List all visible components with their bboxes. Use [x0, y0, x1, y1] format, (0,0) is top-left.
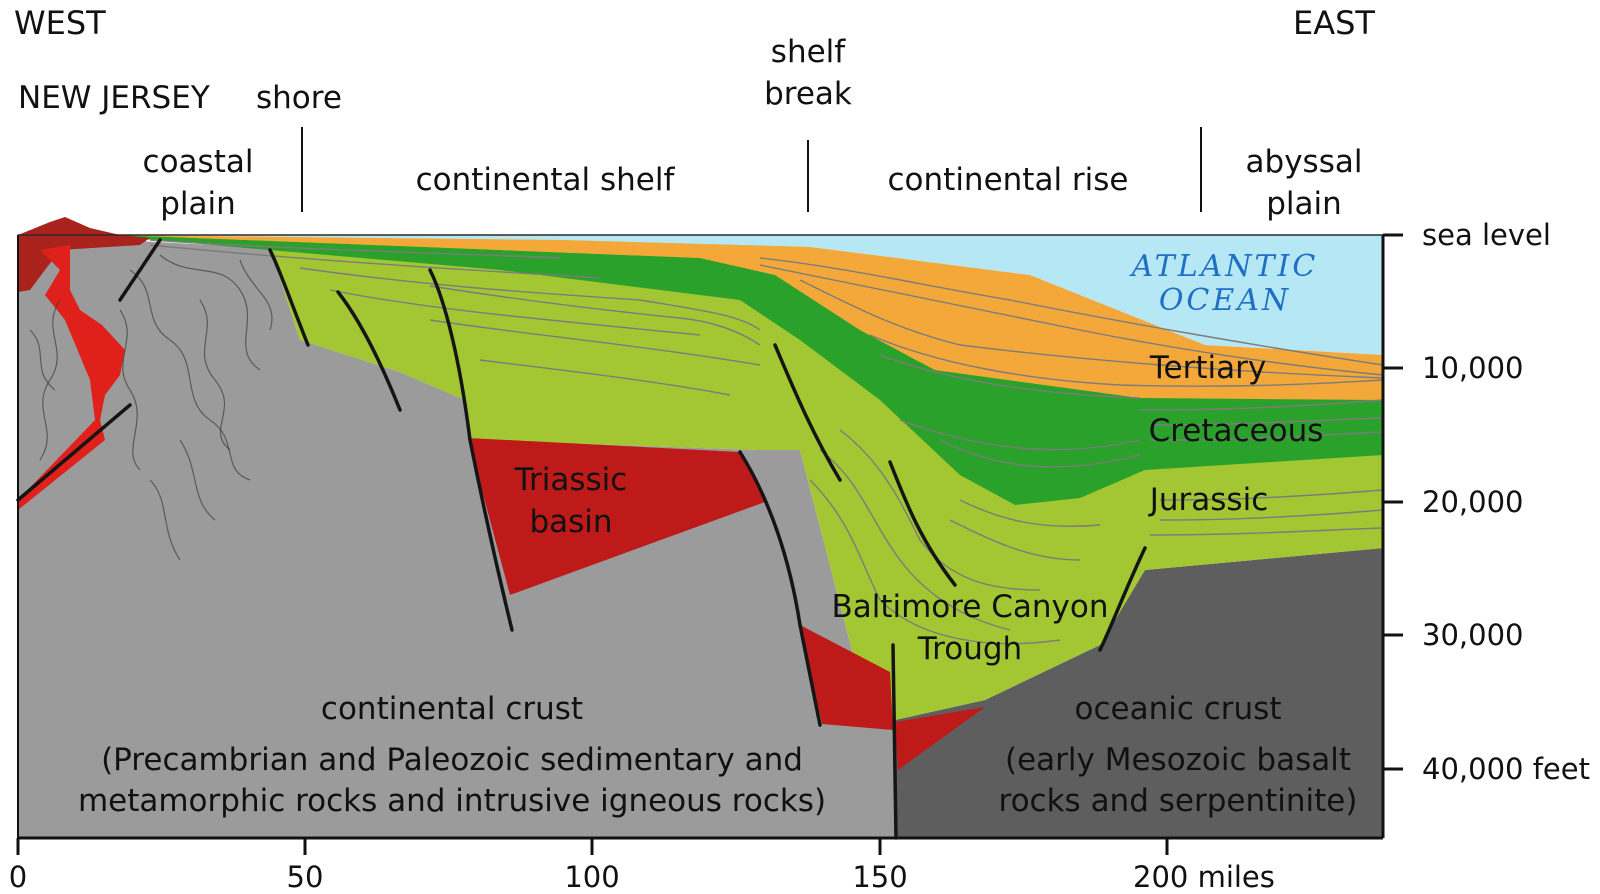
label-triassic-line1: Triassic	[514, 462, 628, 498]
jurassic-layer	[120, 236, 1383, 720]
label-triassic-line2: basin	[529, 504, 612, 540]
depth-label-40000: 40,000 feet	[1422, 752, 1590, 786]
distance-label-150: 150	[852, 860, 907, 894]
label-oceanic-crust-desc1: (early Mesozoic basalt	[1005, 742, 1351, 778]
label-oceanic-crust-desc2: rocks and serpentinite)	[999, 783, 1358, 819]
depth-label-10000: 10,000	[1422, 351, 1523, 385]
depth-label-sea-level: sea level	[1422, 218, 1551, 252]
label-atlantic: ATLANTIC	[1129, 249, 1319, 284]
distance-label-200-miles: 200 miles	[1133, 860, 1275, 894]
direction-west: WEST	[14, 4, 106, 42]
label-ocean: OCEAN	[1159, 283, 1291, 318]
label-new-jersey: NEW JERSEY	[18, 80, 210, 116]
metamorphic-fold-lines	[29, 254, 273, 561]
label-continental-crust-desc2: metamorphic rocks and intrusive igneous …	[78, 783, 826, 819]
label-coastal-plain-line1: coastal	[143, 144, 254, 180]
direction-east: EAST	[1293, 4, 1375, 42]
label-shore: shore	[256, 80, 342, 116]
distance-label-50: 50	[287, 860, 324, 894]
label-oceanic-crust: oceanic crust	[1075, 691, 1282, 727]
distance-label-0: 0	[9, 860, 27, 894]
label-continental-shelf: continental shelf	[416, 162, 676, 198]
label-baltimore-canyon: Baltimore Canyon	[831, 589, 1108, 625]
label-abyssal-plain-line2: plain	[1266, 186, 1342, 222]
label-abyssal-plain-line1: abyssal	[1246, 144, 1363, 180]
label-continental-crust: continental crust	[321, 691, 583, 727]
region-dividers	[301, 127, 1202, 212]
triassic-basin-fill	[468, 438, 765, 595]
depth-label-30000: 30,000	[1422, 618, 1523, 652]
triassic-wedge	[800, 625, 893, 730]
depth-axis: sea level 10,000 20,000 30,000 40,000 fe…	[1383, 218, 1590, 786]
distance-axis: 0 50 100 150 200 miles	[9, 838, 1275, 894]
label-coastal-plain-line2: plain	[160, 186, 236, 222]
tertiary-layer	[120, 235, 1383, 400]
distance-label-100: 100	[564, 860, 619, 894]
bedding-lines	[149, 239, 1384, 645]
faults	[16, 238, 1147, 840]
label-shelf-break-line1: shelf	[771, 34, 846, 70]
cretaceous-layer	[120, 235, 1383, 505]
intrusive-igneous-dike	[18, 245, 125, 510]
continental-crust	[18, 235, 895, 838]
label-tertiary: Tertiary	[1149, 350, 1266, 386]
label-continental-rise: continental rise	[888, 162, 1129, 198]
triassic-wedge-east	[895, 707, 985, 770]
label-cretaceous: Cretaceous	[1149, 413, 1324, 449]
depth-label-20000: 20,000	[1422, 485, 1523, 519]
label-shelf-break-line2: break	[764, 76, 852, 112]
label-trough: Trough	[917, 631, 1022, 667]
atlantic-ocean-water	[120, 235, 1383, 355]
oceanic-crust	[895, 548, 1383, 838]
label-continental-crust-desc1: (Precambrian and Paleozoic sedimentary a…	[101, 742, 803, 778]
label-jurassic: Jurassic	[1148, 482, 1269, 518]
